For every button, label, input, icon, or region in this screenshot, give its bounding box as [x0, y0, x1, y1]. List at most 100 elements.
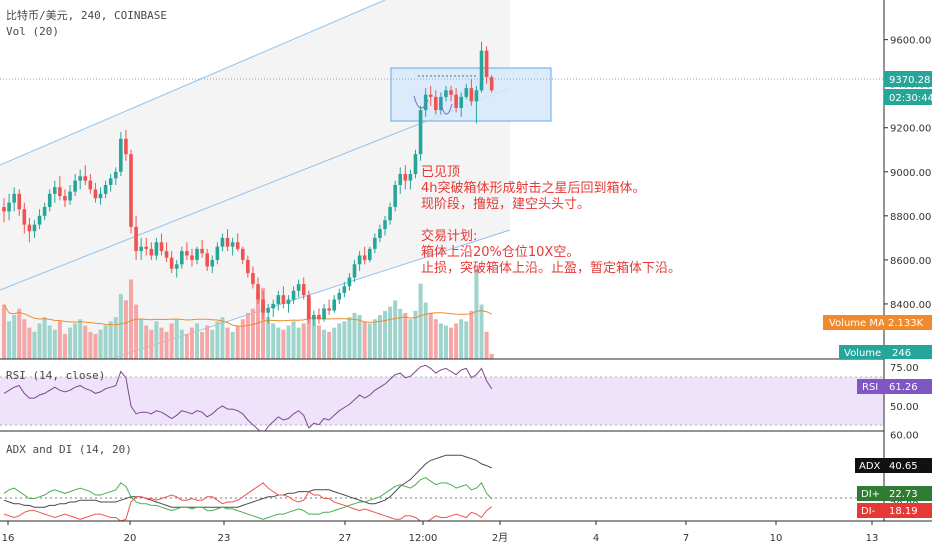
adx-pane: ADX and DI (14, 20): [0, 431, 884, 521]
candle-body: [210, 259, 215, 267]
candle-body: [22, 209, 27, 225]
volume-bar: [454, 323, 459, 359]
candle: [129, 149, 133, 234]
volume-tag: Volume 246: [839, 345, 932, 359]
volume-bar: [210, 329, 215, 359]
candle-body: [225, 237, 230, 247]
volume-bar: [474, 269, 479, 359]
time-axis[interactable]: 16 20 23 27 12:00 2月 4 7 10 13: [0, 520, 932, 550]
candle: [169, 251, 174, 274]
time-axis-background: [0, 521, 932, 550]
candle-body: [286, 299, 291, 304]
candle-body: [98, 193, 103, 199]
candle: [484, 46, 489, 84]
volume-bar: [144, 325, 149, 359]
candle: [332, 295, 336, 313]
candle: [225, 229, 230, 252]
rsi-legend[interactable]: RSI (14, close): [6, 369, 105, 382]
volume-bar: [103, 325, 108, 359]
candle-body: [119, 138, 123, 172]
candle-body: [180, 251, 184, 265]
candle: [230, 237, 235, 256]
candle: [322, 303, 326, 322]
candle: [281, 286, 286, 309]
candle: [195, 246, 199, 265]
candle: [235, 233, 240, 252]
volume-bar: [179, 329, 184, 359]
di-plus-line: [3, 477, 493, 520]
candle-body: [398, 173, 403, 186]
candle-body: [169, 257, 174, 269]
candle-body: [185, 251, 189, 256]
channel-upper-line: [0, 0, 386, 166]
candle-body: [159, 242, 164, 252]
candle: [489, 74, 494, 93]
symbol-legend[interactable]: 比特币/美元, 240, COINBASE: [6, 8, 167, 22]
volume-bar: [250, 308, 255, 359]
candle: [276, 290, 281, 311]
volume-bar: [118, 294, 123, 359]
candle: [362, 246, 367, 265]
candle-body: [271, 303, 276, 309]
volume-bar: [42, 317, 47, 359]
candle: [367, 246, 372, 263]
candle-body: [444, 90, 448, 97]
candle: [266, 303, 270, 324]
candle-body: [164, 251, 169, 258]
time-tick-label: 27: [339, 533, 352, 544]
candle-body: [7, 202, 11, 212]
candle: [103, 180, 108, 199]
price-tick-label: 8600.00: [890, 256, 931, 267]
volume-bar: [113, 317, 118, 359]
volume-bar: [98, 329, 103, 359]
di-plus-value: 22.73: [889, 489, 918, 500]
candle-body: [357, 255, 362, 265]
volume-value: 246: [892, 348, 911, 359]
candle: [7, 193, 11, 221]
volume-bar: [184, 333, 189, 359]
volume-bar: [245, 312, 250, 359]
volume-bar: [271, 323, 276, 359]
candle-body: [474, 90, 479, 102]
candle-body: [464, 88, 469, 97]
candle-body: [418, 110, 423, 155]
candle: [22, 202, 27, 234]
candle-body: [83, 176, 88, 181]
volume-bar: [342, 321, 347, 359]
candle: [403, 165, 408, 190]
adx-tag: ADX 40.65: [855, 458, 932, 473]
rsi-tick-label: 75.00: [890, 363, 919, 374]
candle: [261, 290, 265, 320]
candle: [459, 92, 463, 117]
volume-bar: [362, 321, 367, 359]
candle: [352, 259, 357, 282]
candle: [444, 85, 448, 102]
candle-body: [408, 173, 413, 181]
volume-ma-value: 2.133K: [888, 318, 924, 329]
candle-body: [469, 88, 474, 102]
candle: [63, 189, 67, 208]
di-minus-name: DI-: [861, 506, 876, 517]
candle: [271, 299, 276, 318]
volume-layer: [2, 269, 494, 359]
last-price-value: 9370.28: [889, 75, 930, 86]
volume-bar: [83, 325, 88, 359]
candle-body: [190, 255, 194, 260]
adx-name: ADX: [859, 461, 881, 472]
adx-legend[interactable]: ADX and DI (14, 20): [6, 443, 132, 456]
volume-bar: [93, 333, 98, 359]
volume-bar: [195, 323, 200, 359]
volume-ma-line: [3, 304, 492, 327]
volume-bar: [164, 331, 169, 359]
candle: [73, 173, 77, 197]
candle-body: [459, 96, 463, 108]
candle-body: [154, 242, 159, 256]
volume-ma-name: Volume MA: [829, 318, 885, 329]
candle-body: [124, 138, 128, 155]
candle-body: [261, 299, 265, 313]
candle-body: [423, 94, 428, 111]
candle-body: [113, 171, 118, 179]
volume-bar: [37, 323, 42, 359]
volume-legend[interactable]: Vol (20): [6, 25, 59, 38]
